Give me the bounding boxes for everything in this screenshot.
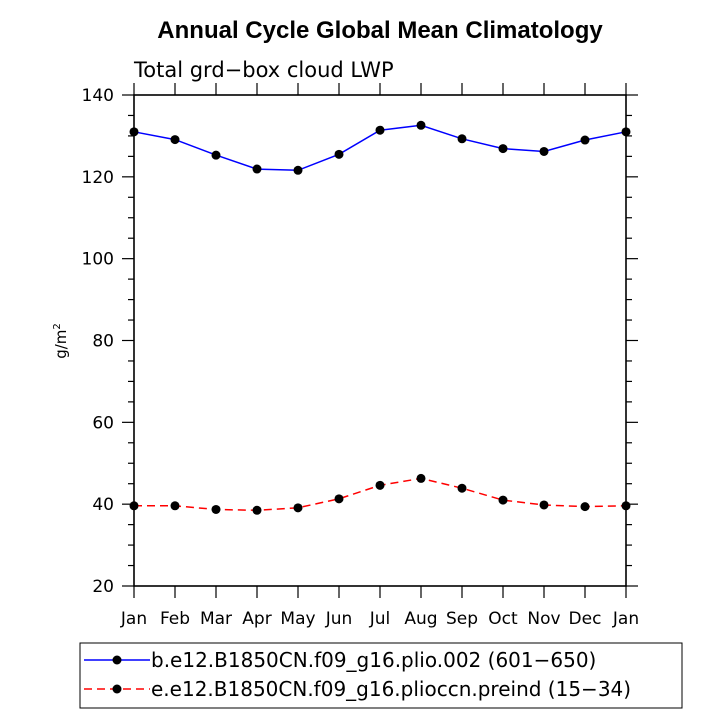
y-tick-label: 80	[92, 332, 114, 352]
x-tick-label: Oct	[488, 609, 518, 629]
series-1-point	[334, 149, 344, 159]
series-1-point	[416, 120, 426, 130]
series-1-point	[293, 165, 303, 175]
series-1-point	[375, 125, 385, 135]
x-tick-label: Dec	[569, 609, 602, 629]
y-axis-label-superscript: 2	[52, 323, 63, 329]
chart-title: Annual Cycle Global Mean Climatology	[157, 17, 603, 44]
legend-marker-2	[112, 684, 122, 694]
x-tick-label: Apr	[242, 609, 271, 629]
x-tick-label: Aug	[404, 609, 437, 629]
series-2-point	[498, 495, 508, 505]
series-1-point	[498, 144, 508, 154]
series-2-point	[539, 500, 549, 510]
x-tick-label: May	[280, 609, 315, 629]
legend-label-1: b.e12.B1850CN.f09_g16.plio.002 (601−650)	[151, 648, 596, 672]
series-2-point	[252, 505, 262, 515]
x-tick-label: Sep	[446, 609, 478, 629]
y-tick-label: 120	[82, 168, 114, 188]
series-2-point	[334, 494, 344, 504]
series-1-point	[170, 135, 180, 145]
plot-axes: 20 40 60 80 100 120 140 Jan Feb Mar Apr May Jun Jul Au…	[82, 83, 639, 629]
legend: b.e12.B1850CN.f09_g16.plio.002 (601−650)…	[79, 642, 683, 709]
series-2-point	[211, 504, 221, 514]
series-1-point	[252, 164, 262, 174]
series-2-point	[170, 501, 180, 511]
x-tick-label: Nov	[527, 609, 560, 629]
chart-subtitle: Total grd−box cloud LWP	[133, 58, 394, 82]
series-1-point	[539, 146, 549, 156]
series-2-point	[580, 502, 590, 512]
y-tick-label: 20	[92, 577, 114, 597]
x-tick-label: Jul	[369, 609, 391, 629]
x-tick-label: Jun	[325, 609, 353, 629]
y-axis-label-unit: g/m	[52, 330, 70, 359]
legend-marker-1	[112, 655, 122, 665]
x-tick-label: Feb	[160, 609, 190, 629]
x-tick-label: Jan	[612, 609, 639, 629]
series-1-point	[211, 150, 221, 160]
y-tick-label: 40	[92, 495, 114, 515]
plot-frame	[133, 94, 627, 587]
series-layer	[129, 120, 631, 515]
series-1-point	[457, 134, 467, 144]
series-2-point	[457, 483, 467, 493]
y-tick-label: 140	[82, 86, 114, 106]
legend-label-2: e.e12.B1850CN.f09_g16.plioccn.preind (15…	[151, 677, 631, 701]
legend-box	[79, 642, 683, 709]
series-2-point	[293, 503, 303, 513]
series-2-point	[416, 473, 426, 483]
y-tick-label: 60	[92, 413, 114, 433]
x-tick-label: Mar	[200, 609, 232, 629]
x-tick-label: Jan	[120, 609, 147, 629]
y-axis-label: g/m2	[52, 323, 70, 359]
series-2-point	[375, 480, 385, 490]
series-1-point	[580, 135, 590, 145]
y-tick-label: 100	[82, 250, 114, 270]
